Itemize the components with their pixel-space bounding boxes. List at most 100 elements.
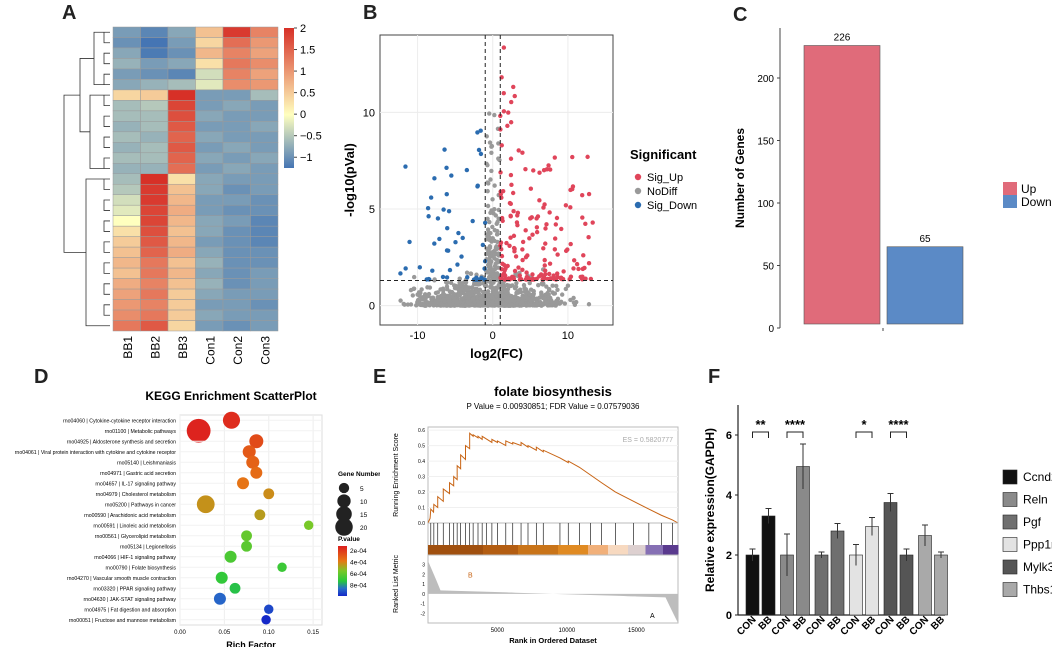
nodiff-point — [466, 296, 471, 301]
heatmap-cell — [167, 47, 196, 59]
bar-value-label: 65 — [919, 234, 931, 245]
heatmap-cell — [140, 236, 169, 248]
heatmap-cell — [167, 320, 196, 332]
pathway-point — [261, 615, 271, 625]
legend-label: Down — [1021, 195, 1052, 209]
heatmap-chart: BB1 BB2 BB3 Con1 Con2 Con3 2 1.5 1 0.5 0 −0.5 −1 — [63, 23, 322, 365]
sig-down-point — [460, 235, 465, 241]
x-tick-label: CON — [908, 614, 932, 638]
rank-color-band — [428, 545, 484, 555]
chart-title: folate biosynthesis — [494, 384, 612, 399]
heatmap-cell — [250, 183, 279, 195]
nodiff-point — [490, 197, 495, 202]
heatmap-cell — [167, 183, 196, 195]
sig-up-point — [585, 154, 590, 160]
kegg-scatter-chart: rno04060 | Cytokine-cytokine receptor in… — [15, 389, 380, 647]
y-tick-label: 0.1 — [418, 506, 425, 512]
nodiff-point — [429, 297, 434, 302]
heatmap-cell — [195, 89, 224, 101]
heatmap-cell — [112, 225, 141, 237]
heatmap-cell — [195, 299, 224, 311]
sig-up-point — [542, 263, 547, 268]
nodiff-point — [468, 271, 474, 277]
nodiff-point — [554, 283, 559, 289]
metric-frame — [427, 554, 679, 624]
sig-up-point — [559, 226, 564, 232]
y-axis-label-bottom: Ranked List Metric — [393, 555, 400, 613]
nodiff-point — [441, 288, 446, 293]
nodiff-point — [527, 280, 532, 286]
heatmap-cell — [195, 225, 224, 237]
nodiff-point — [568, 297, 573, 303]
nodiff-point — [547, 302, 552, 308]
color-legend-bar — [338, 546, 347, 596]
heatmap-dendrogram — [63, 31, 110, 327]
size-legend-label: 10 — [360, 499, 368, 506]
size-legend-label: 15 — [360, 512, 368, 519]
significance-label: **** — [888, 417, 909, 432]
sig-down-point — [403, 164, 408, 169]
heatmap-cell — [140, 194, 169, 206]
heatmap-column-label: Con1 — [203, 336, 217, 365]
heatmap-cell — [112, 173, 141, 185]
heatmap-cell — [222, 37, 251, 49]
panel-label-b: B — [363, 2, 378, 24]
heatmap-cell — [195, 183, 224, 195]
size-legend-dot — [338, 482, 350, 494]
x-tick-label: CON — [839, 614, 863, 638]
color-legend-label: 2e-04 — [350, 548, 367, 555]
sig-up-point — [534, 225, 540, 230]
nodiff-point — [469, 285, 475, 290]
sig-down-point — [482, 266, 487, 271]
heatmap-cell — [195, 26, 224, 38]
heatmap-cell — [250, 131, 279, 143]
sig-up-point — [570, 184, 576, 189]
heatmap-cell — [250, 257, 279, 269]
sig-up-point — [531, 168, 536, 173]
nodiff-point — [509, 302, 514, 307]
sig-up-point — [520, 247, 525, 252]
nodiff-point — [486, 297, 491, 302]
sig-up-point — [499, 143, 504, 148]
pathway-label: rno00591 | Linoleic acid metabolism — [93, 523, 176, 529]
sig-up-point — [541, 246, 546, 251]
pathway-label: rno04060 | Cytokine-cytokine receptor in… — [63, 418, 176, 424]
y-tick-label: 0.0 — [418, 521, 425, 527]
heatmap-cell — [250, 309, 279, 321]
sig-down-point — [459, 254, 464, 259]
size-legend-label: 5 — [360, 486, 364, 493]
nodiff-point — [452, 283, 457, 288]
heatmap-cell — [112, 26, 141, 38]
heatmap-cell — [140, 58, 169, 70]
sig-up-point — [501, 271, 507, 276]
y-tick-label: 50 — [763, 262, 775, 273]
heatmap-cell — [222, 183, 251, 195]
sig-up-point — [590, 220, 595, 225]
nodiff-point — [445, 286, 450, 292]
nodiff-point — [507, 284, 512, 289]
nodiff-point — [537, 295, 542, 300]
heatmap-cell — [195, 142, 224, 154]
nodiff-point — [459, 287, 465, 292]
pathway-label: rno05200 | Pathways in cancer — [105, 502, 176, 508]
nodiff-point — [542, 296, 547, 302]
nodiff-point — [492, 112, 497, 118]
nodiff-point — [521, 302, 527, 307]
heatmap-cell — [222, 89, 251, 101]
heatmap-cell — [140, 225, 169, 237]
sig-up-point — [529, 277, 535, 282]
sig-up-point — [507, 243, 512, 248]
color-legend-title: P.value — [338, 536, 360, 543]
y-tick-label: 100 — [757, 199, 774, 210]
nodiff-point — [478, 296, 483, 301]
sig-up-point — [542, 257, 547, 263]
heatmap-cell — [222, 142, 251, 154]
sig-up-point — [499, 276, 504, 281]
legend-label: Mylk3 — [1023, 560, 1052, 574]
pathway-label: rno04657 | IL-17 signaling pathway — [95, 481, 176, 487]
heatmap-cell — [222, 215, 251, 227]
y-tick-label: 6 — [726, 430, 732, 442]
heatmap-cell — [222, 100, 251, 112]
nodiff-point — [487, 219, 492, 225]
heatmap-cell — [167, 142, 196, 154]
